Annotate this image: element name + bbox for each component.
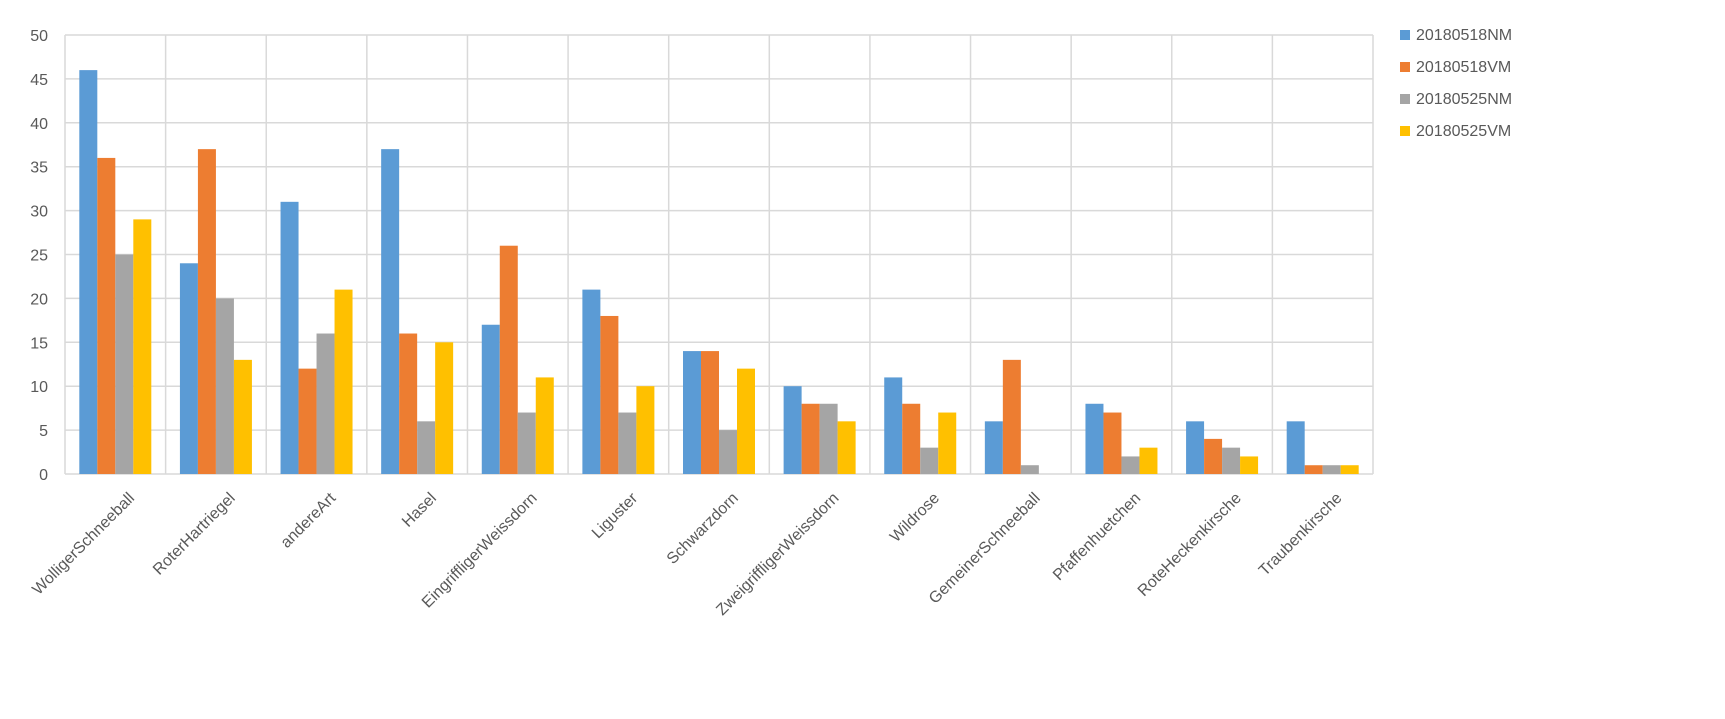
bar-20180518NM-Liguster [582,289,601,474]
bar-20180525VM-Schwarzdorn [737,368,755,474]
x-axis-ticks: WolligerSchneeball RoterHartriegel andereA… [29,489,1345,619]
y-tick-label: 25 [30,248,48,265]
bar-20180518VM-RoteHeckenkirsche [1204,438,1223,474]
bar-20180525VM-andereArt [334,289,353,474]
x-tick-label: Traubenkirsche [1256,490,1346,580]
x-tick-label: GemeinerSchneeball [926,490,1044,608]
bar-20180518NM-Pfaffenhuetchen [1085,403,1104,474]
bar-20180525NM-Traubenkirsche [1322,465,1341,474]
bar-20180525NM-GemeinerSchneeball [1020,465,1039,474]
bar-20180525NM-ZweigriffligerWeissdorn [819,403,838,474]
y-axis-ticks: 0 5 10 15 20 25 30 35 40 45 50 [30,28,48,484]
bar-20180518VM-EingriffligerWeissdorn [499,245,518,474]
bar-20180525VM-EingriffligerWeissdorn [535,377,554,474]
bar-20180525VM-RoteHeckenkirsche [1240,456,1259,474]
bar-20180518VM-RoterHartriegel [197,149,216,474]
y-tick-label: 35 [30,160,48,177]
bar-20180525VM-RoterHartriegel [233,359,252,474]
bar-20180525NM-RoterHartriegel [215,298,234,474]
bar-20180525NM-WolligerSchneeball [115,254,134,474]
bar-20180518NM-Hasel [381,149,400,474]
bar-20180525VM-Hasel [435,342,454,474]
bar-20180518VM-Liguster [600,315,619,474]
bar-20180525VM-Wildrose [938,412,957,474]
bar-20180525VM-Liguster [636,386,655,474]
bar-20180518VM-Hasel [399,333,418,474]
bar-20180518NM-WolligerSchneeball [79,70,98,475]
x-tick-label: andereArt [278,489,340,551]
bars [79,70,1359,475]
y-tick-label: 30 [30,204,48,221]
bar-20180525VM-ZweigriffligerWeissdorn [837,421,856,474]
bar-20180525NM-Pfaffenhuetchen [1121,456,1140,474]
bar-20180518NM-Schwarzdorn [683,351,701,474]
bar-20180518NM-RoterHartriegel [179,263,198,474]
bar-20180518NM-RoteHeckenkirsche [1186,421,1205,474]
legend-label: 20180525NM [1416,91,1512,108]
y-tick-label: 40 [30,116,48,133]
bar-20180518VM-Wildrose [902,403,921,474]
bar-20180518NM-Wildrose [884,377,903,474]
x-tick-label: Pfaffenhuetchen [1050,490,1144,584]
legend-label: 20180518NM [1416,27,1512,44]
y-tick-label: 0 [39,467,48,484]
bar-20180518VM-ZweigriffligerWeissdorn [801,403,820,474]
bar-20180518NM-GemeinerSchneeball [984,421,1003,474]
legend-label: 20180525VM [1416,123,1511,140]
bar-20180518VM-Pfaffenhuetchen [1103,412,1122,474]
legend-swatch-20180518NM [1400,30,1410,40]
bar-20180525NM-EingriffligerWeissdorn [517,412,536,474]
bar-20180525VM-WolligerSchneeball [133,219,152,474]
y-tick-label: 5 [39,423,48,440]
bar-20180518VM-WolligerSchneeball [97,157,116,475]
bar-20180518NM-Traubenkirsche [1286,421,1305,474]
bar-20180525NM-andereArt [316,333,335,474]
bar-20180525NM-Liguster [618,412,637,474]
bar-20180525VM-Traubenkirsche [1340,465,1359,474]
bar-20180525NM-Wildrose [920,447,939,474]
bar-20180525NM-Hasel [417,421,436,474]
legend: 20180518NM 20180518VM 20180525NM 20180525VM [1400,27,1512,140]
x-tick-label: RoteHeckenkirsche [1135,490,1245,600]
bar-20180518NM-EingriffligerWeissdorn [481,324,500,474]
legend-label: 20180518VM [1416,59,1511,76]
bar-20180518NM-ZweigriffligerWeissdorn [783,386,802,474]
y-tick-label: 45 [30,72,48,89]
y-tick-label: 10 [30,379,48,396]
bar-20180525NM-RoteHeckenkirsche [1222,447,1241,474]
y-tick-label: 20 [30,291,48,308]
bar-20180525NM-Schwarzdorn [719,430,737,474]
y-tick-label: 50 [30,28,48,45]
x-tick-label: EingriffligerWeissdorn [419,490,541,612]
legend-swatch-20180525VM [1400,126,1410,136]
x-tick-label: Hasel [399,490,440,531]
x-tick-label: Liguster [589,489,642,542]
x-tick-label: WolligerSchneeball [29,490,138,599]
y-tick-label: 15 [30,335,48,352]
bar-20180518VM-GemeinerSchneeball [1002,359,1021,474]
bar-20180518NM-andereArt [280,201,299,474]
x-tick-label: Schwarzdorn [664,490,742,568]
bar-20180518VM-andereArt [298,368,317,474]
x-tick-label: Wildrose [887,490,943,546]
legend-swatch-20180525NM [1400,94,1410,104]
bar-20180525VM-Pfaffenhuetchen [1139,447,1158,474]
legend-swatch-20180518VM [1400,62,1410,72]
bar-20180518VM-Traubenkirsche [1304,465,1323,474]
bar-20180518VM-Schwarzdorn [701,351,719,474]
x-tick-label: RoterHartriegel [150,490,239,579]
